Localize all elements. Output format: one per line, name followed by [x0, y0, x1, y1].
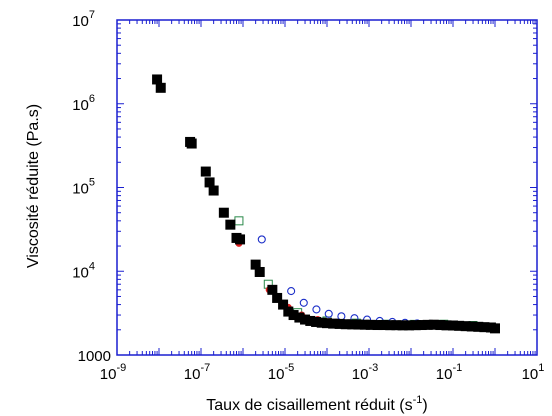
data-point-square	[397, 320, 408, 331]
data-point-square	[460, 321, 471, 332]
data-point-square	[225, 219, 236, 230]
data-point-square	[152, 74, 163, 85]
y-tick-label-base: 10	[72, 264, 89, 281]
data-point-open-circle	[337, 312, 346, 321]
data-point-square	[340, 319, 351, 330]
data-point-square	[422, 319, 433, 330]
data-point-square	[311, 316, 322, 327]
data-point-square	[441, 320, 452, 331]
x-tick-labels: 10-9 10-7 10-5 10-3 10-1 101	[100, 362, 545, 383]
data-point-square	[328, 318, 339, 329]
x-tick-label-base: 10	[268, 366, 285, 383]
data-marks	[152, 74, 500, 334]
data-point-square	[322, 318, 332, 329]
data-point-square	[278, 299, 289, 310]
x-tick-label-exp: -7	[200, 362, 210, 374]
y-tick-label: 104	[72, 260, 95, 281]
data-point-square	[466, 321, 477, 332]
data-point-square	[473, 321, 484, 332]
y-tick-label-base: 10	[72, 181, 89, 198]
data-point-open-square	[234, 216, 244, 226]
data-point-square	[435, 320, 446, 331]
data-point-square	[359, 319, 370, 330]
data-point-square	[410, 320, 421, 331]
data-point-square	[454, 320, 465, 331]
data-point-square	[267, 284, 278, 295]
x-tick-label: 10-1	[436, 362, 462, 383]
data-point-square	[186, 138, 197, 149]
y-axis-title: Viscosité réduite (Pa.s)	[25, 104, 42, 268]
data-point-square	[365, 319, 376, 330]
data-point-square	[479, 322, 490, 333]
x-axis-title-end: )	[422, 397, 427, 414]
x-tick-label: 101	[522, 362, 545, 383]
data-point-square	[208, 185, 219, 196]
data-point-square	[305, 315, 316, 326]
y-tick-label: 106	[72, 93, 95, 114]
data-point-open-circle	[287, 287, 296, 296]
x-axis-title-main: Taux de cisaillement réduit (s	[206, 397, 412, 414]
data-point-square	[385, 320, 396, 331]
data-point-open-circle	[312, 305, 321, 314]
x-tick-label-base: 10	[436, 366, 453, 383]
y-tick-label-exp: 4	[89, 260, 95, 272]
y-tick-label: 1000	[78, 348, 111, 365]
data-point-square	[378, 320, 389, 331]
y-tick-label: 105	[72, 177, 95, 198]
y-tick-label-exp: 6	[89, 93, 95, 105]
y-tick-label: 107	[72, 9, 95, 30]
data-point-square	[404, 320, 415, 331]
data-point-square	[204, 177, 215, 188]
data-point-square	[490, 323, 500, 334]
data-point-square	[334, 318, 345, 329]
x-tick-label: 10-9	[100, 362, 126, 383]
data-point-open-circle	[257, 235, 266, 244]
x-tick-label-base: 10	[184, 366, 201, 383]
data-point-square	[428, 319, 439, 330]
x-tick-label-exp: -5	[284, 362, 294, 374]
x-tick-label-exp: -9	[116, 362, 126, 374]
x-tick-label: 10-3	[352, 362, 378, 383]
y-tick-label-base: 10	[72, 13, 89, 30]
x-axis-title: Taux de cisaillement réduit (s-1)	[206, 394, 427, 414]
data-point-square	[254, 266, 265, 277]
y-tick-label-exp: 5	[89, 177, 95, 189]
data-point-square	[155, 82, 166, 93]
plot-frame	[116, 19, 538, 356]
x-tick-label-base: 10	[522, 366, 539, 383]
data-point-square	[391, 320, 402, 331]
data-point-square	[250, 259, 261, 270]
plot-border	[116, 19, 538, 356]
data-point-square	[353, 319, 364, 330]
data-point-square	[283, 306, 294, 317]
axis-ticks	[116, 20, 537, 356]
y-tick-label-exp: 7	[89, 9, 95, 21]
x-tick-label-exp: -1	[452, 362, 462, 374]
data-point-square	[347, 319, 358, 330]
x-tick-label-base: 10	[352, 366, 369, 383]
data-point-square	[272, 292, 283, 303]
data-point-square	[200, 166, 211, 177]
x-axis-title-exp: -1	[413, 394, 423, 406]
data-point-square	[416, 320, 427, 331]
data-point-square	[218, 207, 229, 218]
data-point-open-circle	[324, 309, 333, 318]
data-point-square	[294, 312, 305, 323]
x-tick-label: 10-5	[268, 362, 294, 383]
x-tick-label: 10-7	[184, 362, 210, 383]
data-point-square	[372, 320, 383, 331]
data-point-square	[235, 234, 246, 245]
data-point-open-circle	[299, 298, 308, 307]
data-point-square	[316, 317, 327, 328]
x-tick-label-exp: -3	[368, 362, 378, 374]
x-tick-label-exp: 1	[538, 362, 544, 374]
y-tick-label-base: 10	[72, 97, 89, 114]
x-tick-label-base: 10	[100, 366, 117, 383]
data-point-square	[300, 314, 311, 325]
data-point-square	[288, 310, 299, 321]
data-point-square	[448, 320, 458, 331]
